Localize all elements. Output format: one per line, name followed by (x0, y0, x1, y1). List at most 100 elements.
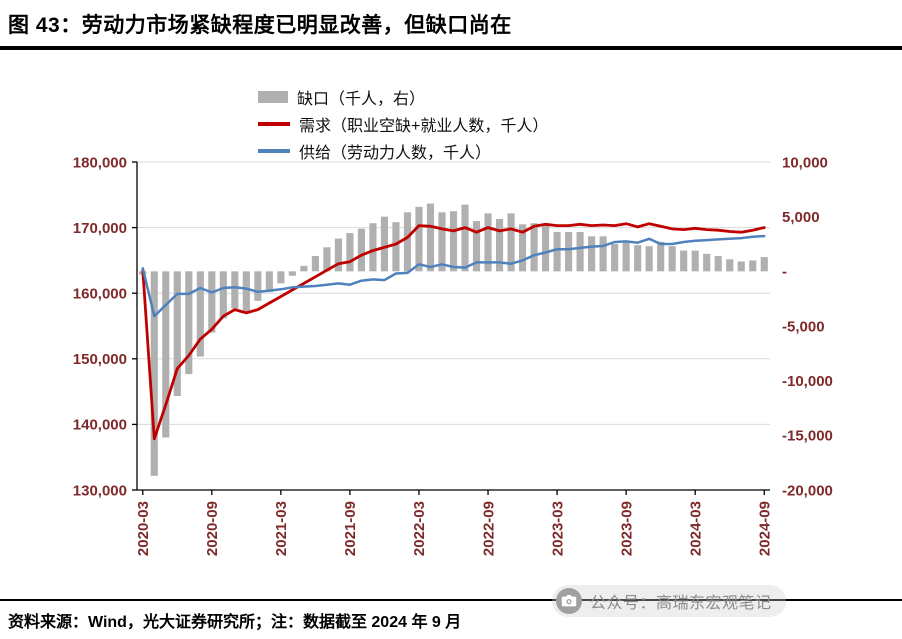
gap-bar (392, 222, 400, 272)
gap-bar (714, 256, 722, 272)
svg-text:130,000: 130,000 (73, 482, 127, 499)
gap-bar (680, 250, 688, 272)
gap-bar (357, 228, 365, 272)
figure-title: 图 43：劳动力市场紧缺程度已明显改善，但缺口尚在 (0, 0, 902, 50)
svg-text:-5,000: -5,000 (782, 318, 825, 335)
axes (132, 161, 770, 495)
gap-bar (300, 265, 308, 272)
gap-bar (288, 271, 296, 276)
gap-bar (726, 259, 734, 272)
svg-text:170,000: 170,000 (73, 220, 127, 237)
gap-bar (645, 246, 653, 272)
gap-bar (553, 231, 561, 272)
svg-text:10,000: 10,000 (782, 154, 828, 171)
gap-bar (323, 247, 331, 272)
gap-bar (242, 271, 250, 312)
gap-bar-swatch-icon (258, 91, 288, 103)
gap-bar (208, 271, 216, 333)
gap-bar (150, 271, 158, 476)
gap-bar (565, 231, 573, 272)
gap-bar (369, 223, 377, 272)
svg-text:2024-09: 2024-09 (756, 501, 773, 556)
gap-bar (484, 213, 492, 272)
svg-text:2022-03: 2022-03 (411, 501, 428, 556)
gap-bar (518, 224, 527, 272)
gap-bar (691, 250, 699, 272)
gap-bar (254, 271, 262, 301)
gap-bar (277, 271, 285, 284)
svg-text:-15,000: -15,000 (782, 428, 833, 445)
gap-bar (611, 244, 619, 272)
svg-text:-: - (782, 264, 787, 281)
svg-text:150,000: 150,000 (73, 351, 127, 368)
svg-text:2021-03: 2021-03 (273, 501, 290, 556)
supply-line-swatch-icon (258, 149, 290, 153)
gap-bar (380, 216, 389, 272)
legend-label-demand: 需求（职业空缺+就业人数，千人） (299, 118, 549, 135)
camera-icon (556, 588, 582, 614)
gap-bar (657, 241, 665, 272)
gap-bar (472, 221, 481, 272)
source-note: 资料来源：Wind，光大证券研究所；注：数据截至 2024 年 9 月 (0, 599, 902, 632)
gap-bar (622, 241, 630, 272)
gap-bars (139, 203, 768, 476)
svg-text:2020-03: 2020-03 (135, 501, 152, 556)
svg-text:-20,000: -20,000 (782, 482, 833, 499)
gap-bar (265, 271, 273, 293)
gap-bar (185, 271, 193, 375)
gap-bar (668, 246, 676, 272)
gap-bar (495, 218, 504, 272)
svg-text:2024-03: 2024-03 (687, 501, 704, 556)
legend-item-gap: 缺口（千人，右） (258, 86, 548, 108)
chart-legend: 缺口（千人，右） 需求（职业空缺+就业人数，千人） 供给（劳动力人数，千人） (258, 86, 548, 162)
supply-line (141, 234, 766, 318)
gap-bar (438, 212, 446, 272)
svg-text:180,000: 180,000 (73, 154, 127, 171)
svg-text:-10,000: -10,000 (782, 373, 833, 390)
gap-bar (576, 231, 584, 272)
gap-bar (415, 206, 423, 272)
svg-text:2020-09: 2020-09 (204, 501, 221, 556)
svg-text:2023-09: 2023-09 (618, 501, 635, 556)
left-axis-labels: 130,000 140,000 150,000 160,000 170,000 180,0… (73, 154, 127, 499)
gap-bar (461, 204, 469, 272)
gap-bar (542, 224, 550, 272)
gap-bar (346, 233, 354, 272)
gap-bar (449, 211, 458, 272)
gap-bar (219, 271, 227, 319)
watermark-text: 公众号：高瑞东宏观笔记 (590, 595, 772, 612)
svg-text:2023-03: 2023-03 (549, 501, 566, 556)
gap-bar (507, 213, 515, 272)
gap-bar (334, 238, 342, 272)
gap-bar (530, 223, 538, 272)
legend-item-supply: 供给（劳动力人数，千人） (258, 140, 548, 162)
right-axis-labels: 10,000 5,000 - -5,000 -10,000 -15,000 -20,000 (782, 154, 833, 499)
legend-item-demand: 需求（职业空缺+就业人数，千人） (258, 113, 548, 135)
gap-bar (196, 271, 204, 357)
svg-text:140,000: 140,000 (73, 417, 127, 434)
gap-bar (760, 257, 768, 272)
svg-text:2021-09: 2021-09 (342, 501, 359, 556)
gap-bar (426, 203, 435, 272)
legend-label-gap: 缺口（千人，右） (297, 91, 426, 108)
gap-bar (162, 271, 170, 438)
demand-line (141, 222, 766, 441)
svg-text:5,000: 5,000 (782, 209, 820, 226)
svg-text:2022-09: 2022-09 (480, 501, 497, 556)
gap-bar (737, 261, 745, 272)
gap-bar (703, 253, 711, 272)
gap-bar (231, 271, 239, 309)
demand-line-swatch-icon (258, 122, 290, 126)
gap-bar (749, 260, 757, 272)
legend-label-supply: 供给（劳动力人数，千人） (299, 145, 492, 162)
gap-bar (173, 271, 181, 396)
svg-text:160,000: 160,000 (73, 285, 127, 302)
gap-bar (311, 256, 319, 272)
gap-bar (588, 236, 596, 272)
gap-bar (403, 212, 412, 272)
watermark-badge: 公众号：高瑞东宏观笔记 (552, 585, 786, 617)
x-axis-labels: 2020-03 2020-09 2021-03 2021-09 2022-03 2022-… (135, 501, 773, 556)
gap-bar (599, 236, 607, 272)
